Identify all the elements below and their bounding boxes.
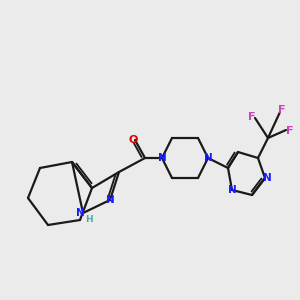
Text: N: N	[76, 208, 84, 218]
Text: N: N	[158, 153, 166, 163]
Text: F: F	[286, 126, 294, 136]
Text: N: N	[106, 195, 114, 205]
Text: N: N	[228, 185, 236, 195]
Text: F: F	[278, 105, 286, 115]
Text: N: N	[204, 153, 212, 163]
Text: F: F	[248, 112, 256, 122]
Text: N: N	[262, 173, 272, 183]
Text: O: O	[128, 135, 138, 145]
Text: H: H	[85, 215, 93, 224]
